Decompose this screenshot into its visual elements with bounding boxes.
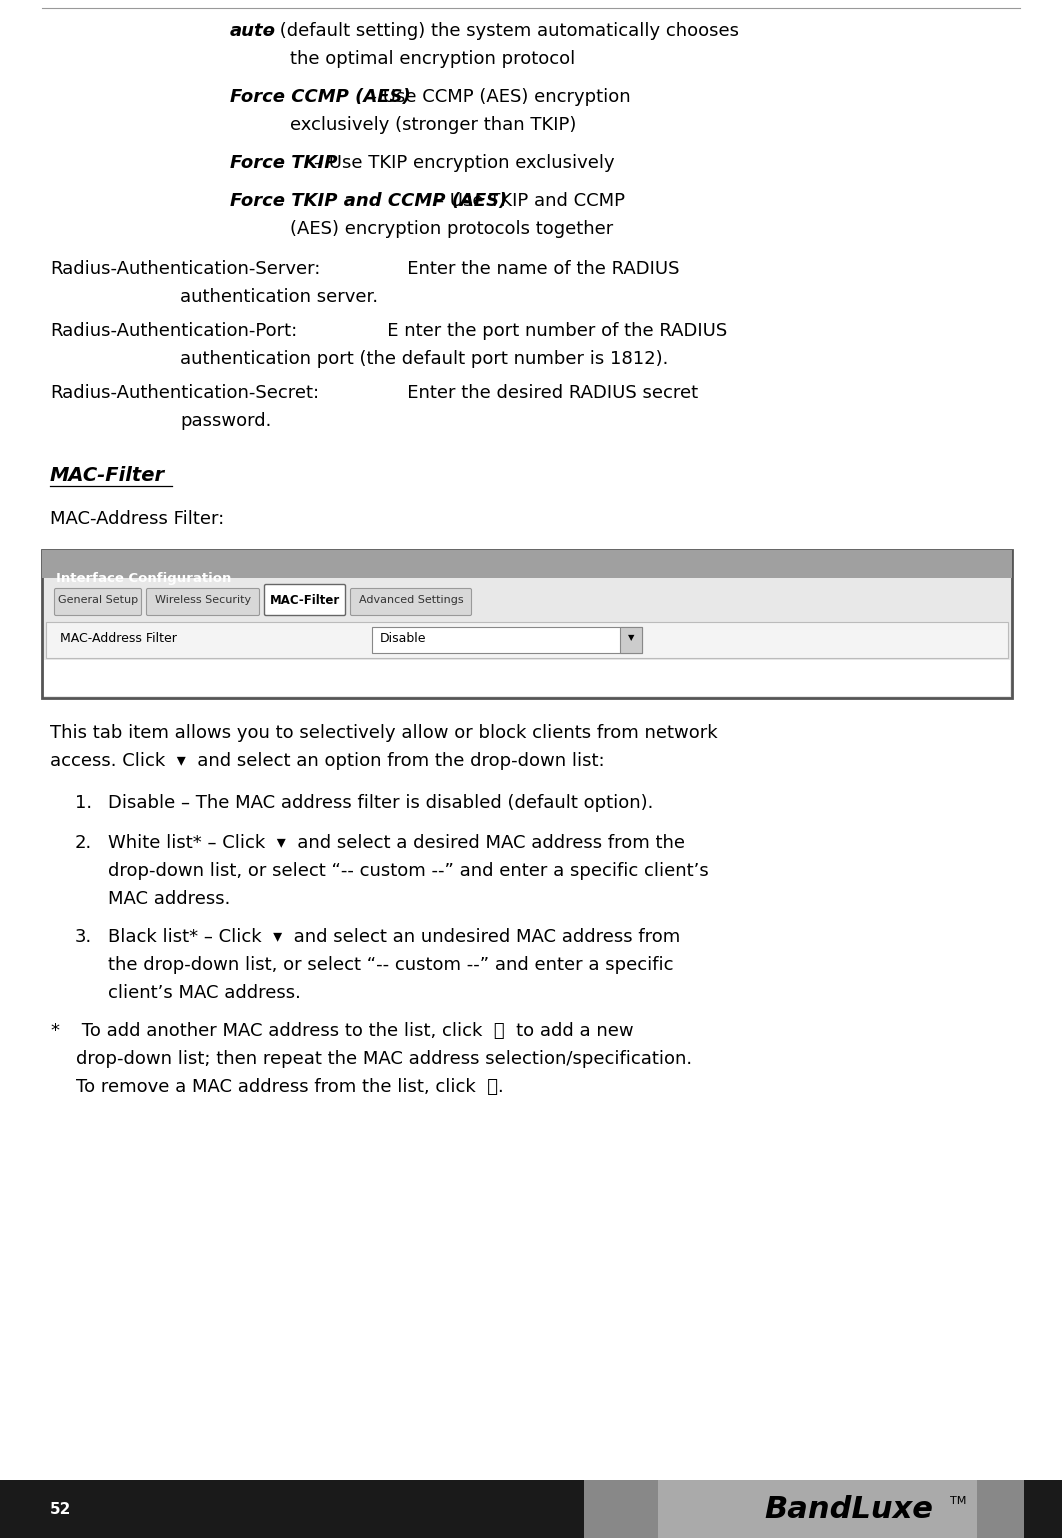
Text: client’s MAC address.: client’s MAC address. xyxy=(108,984,301,1001)
Text: MAC-Filter: MAC-Filter xyxy=(270,595,340,608)
Text: MAC-Address Filter: MAC-Address Filter xyxy=(59,632,177,644)
Text: the optimal encryption protocol: the optimal encryption protocol xyxy=(290,51,576,68)
Text: drop-down list; then repeat the MAC address selection/specification.: drop-down list; then repeat the MAC addr… xyxy=(76,1050,692,1067)
Text: E nter the port number of the RADIUS: E nter the port number of the RADIUS xyxy=(370,321,727,340)
Text: White list* – Click  ▾  and select a desired MAC address from the: White list* – Click ▾ and select a desir… xyxy=(108,834,685,852)
Text: auto: auto xyxy=(230,22,276,40)
Text: This tab item allows you to selectively allow or block clients from network: This tab item allows you to selectively … xyxy=(50,724,718,741)
Text: To remove a MAC address from the list, click  ❌.: To remove a MAC address from the list, c… xyxy=(76,1078,503,1097)
Text: authentication port (the default port number is 1812).: authentication port (the default port nu… xyxy=(179,351,668,368)
FancyBboxPatch shape xyxy=(54,589,141,615)
Bar xyxy=(658,1480,977,1538)
Text: authentication server.: authentication server. xyxy=(179,288,378,306)
Bar xyxy=(1024,1480,1062,1538)
Text: Force TKIP and CCMP (AES): Force TKIP and CCMP (AES) xyxy=(230,192,508,211)
Text: the drop-down list, or select “-- custom --” and enter a specific: the drop-down list, or select “-- custom… xyxy=(108,957,673,974)
FancyBboxPatch shape xyxy=(264,584,345,615)
Bar xyxy=(584,1480,1062,1538)
Text: Wireless Security: Wireless Security xyxy=(155,595,251,604)
Text: ▼: ▼ xyxy=(628,634,634,643)
Bar xyxy=(46,621,1008,658)
Text: BandLuxe: BandLuxe xyxy=(765,1495,933,1524)
Text: TM: TM xyxy=(949,1496,966,1506)
Text: exclusively (stronger than TKIP): exclusively (stronger than TKIP) xyxy=(290,115,577,134)
FancyBboxPatch shape xyxy=(350,589,472,615)
Text: 2.: 2. xyxy=(75,834,92,852)
FancyBboxPatch shape xyxy=(147,589,259,615)
Text: Advanced Settings: Advanced Settings xyxy=(359,595,463,604)
Text: Radius-Authentication-Secret:: Radius-Authentication-Secret: xyxy=(50,384,319,401)
Text: Radius-Authentication-Server:: Radius-Authentication-Server: xyxy=(50,260,321,278)
Text: 1.: 1. xyxy=(75,794,92,812)
Text: Enter the desired RADIUS secret: Enter the desired RADIUS secret xyxy=(390,384,698,401)
Text: 52: 52 xyxy=(50,1501,71,1516)
Text: Disable: Disable xyxy=(380,632,427,644)
Text: drop-down list, or select “-- custom --” and enter a specific client’s: drop-down list, or select “-- custom --”… xyxy=(108,861,708,880)
Bar xyxy=(44,660,1010,697)
Text: – (default setting) the system automatically chooses: – (default setting) the system automatic… xyxy=(266,22,739,40)
Bar xyxy=(42,551,1012,698)
Text: Black list* – Click  ▾  and select an undesired MAC address from: Black list* – Click ▾ and select an unde… xyxy=(108,927,681,946)
Text: Interface Configuration: Interface Configuration xyxy=(56,572,232,584)
Bar xyxy=(0,1480,1062,1538)
Text: Force TKIP: Force TKIP xyxy=(230,154,338,172)
Text: 3.: 3. xyxy=(75,927,92,946)
Text: – Use CCMP (AES) encryption: – Use CCMP (AES) encryption xyxy=(369,88,631,106)
Text: (AES) encryption protocols together: (AES) encryption protocols together xyxy=(290,220,613,238)
Text: access. Click  ▾  and select an option from the drop-down list:: access. Click ▾ and select an option fro… xyxy=(50,752,604,771)
Text: Enter the name of the RADIUS: Enter the name of the RADIUS xyxy=(390,260,680,278)
Text: MAC-Filter: MAC-Filter xyxy=(50,466,165,484)
Text: – Use TKIP encryption exclusively: – Use TKIP encryption exclusively xyxy=(314,154,615,172)
Bar xyxy=(620,628,643,654)
Text: Force CCMP (AES): Force CCMP (AES) xyxy=(230,88,411,106)
Bar xyxy=(372,628,643,654)
Text: – Use TKIP and CCMP: – Use TKIP and CCMP xyxy=(435,192,626,211)
Text: password.: password. xyxy=(179,412,272,431)
Text: MAC address.: MAC address. xyxy=(108,891,230,907)
Text: MAC-Address Filter:: MAC-Address Filter: xyxy=(50,511,224,528)
Text: Disable – The MAC address filter is disabled (default option).: Disable – The MAC address filter is disa… xyxy=(108,794,653,812)
Text: *: * xyxy=(50,1021,59,1040)
Text: To add another MAC address to the list, click  📄  to add a new: To add another MAC address to the list, … xyxy=(76,1021,634,1040)
Text: Radius-Authentication-Port:: Radius-Authentication-Port: xyxy=(50,321,297,340)
Bar xyxy=(42,551,1012,578)
Text: General Setup: General Setup xyxy=(58,595,138,604)
